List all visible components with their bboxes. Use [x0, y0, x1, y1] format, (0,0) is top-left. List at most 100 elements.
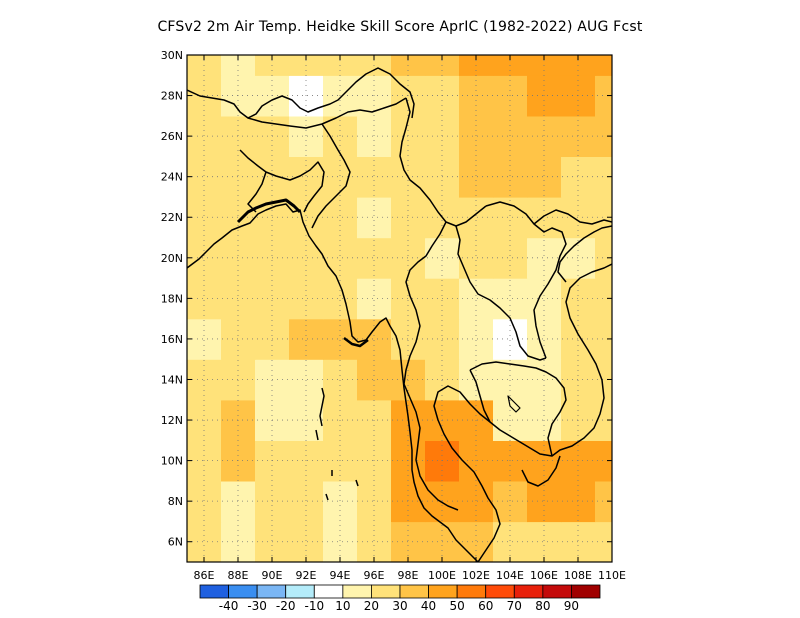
- colorbar-swatch: [456, 584, 487, 599]
- lon-tick-label: 100E: [428, 569, 456, 582]
- andaman-islands: [315, 387, 359, 501]
- heatmap-cell: [459, 318, 494, 360]
- lon-tick-label: 86E: [194, 569, 215, 582]
- heatmap-cell: [561, 156, 596, 198]
- heatmap-cell: [289, 278, 324, 320]
- heatmap-cell: [595, 318, 612, 360]
- lat-tick-label: 22N: [161, 211, 183, 224]
- lon-tick-label: 98E: [398, 569, 419, 582]
- colorbar-swatch: [399, 584, 429, 599]
- longitude-axis: 86E 88E 90E 92E 94E 96E 98E 100E 102E 104E 106E 108…: [194, 55, 626, 582]
- lat-tick-label: 30N: [161, 49, 183, 62]
- colorbar-swatch: [342, 584, 372, 599]
- lat-tick-label: 18N: [161, 292, 183, 305]
- lon-tick-label: 88E: [228, 569, 249, 582]
- heatmap-cell: [595, 440, 612, 482]
- colorbar-swatch: [485, 584, 515, 599]
- colorbar-swatch: [256, 584, 287, 599]
- heatmap-cell: [595, 55, 612, 76]
- lat-lon-gridlines: [187, 55, 612, 562]
- lon-tick-label: 92E: [296, 569, 317, 582]
- coastline-gulf-of-thailand: [433, 263, 612, 562]
- coastline-mekong-delta: [521, 455, 561, 487]
- lon-tick-label: 110E: [598, 569, 626, 582]
- colorbar-swatch: [542, 584, 572, 599]
- heatmap-cell: [221, 237, 256, 279]
- heatmap-cell: [221, 156, 256, 198]
- lat-tick-label: 12N: [161, 414, 183, 427]
- colorbar-label: 10: [335, 599, 350, 613]
- lat-tick-label: 24N: [161, 171, 183, 184]
- heatmap-cell: [221, 359, 256, 401]
- heatmap-cell: [595, 359, 612, 401]
- heatmap-cell: [459, 237, 494, 279]
- heatmap-cell: [595, 399, 612, 441]
- heatmap-cell: [561, 197, 596, 239]
- heatmap-cell: [595, 156, 612, 198]
- chart-title: CFSv2 2m Air Temp. Heidke Skill Score Ap…: [157, 19, 643, 35]
- colorbar-label: -30: [247, 599, 267, 613]
- heatmap-cell: [289, 237, 324, 279]
- colorbar-label: -10: [304, 599, 324, 613]
- tonle-sap-lake: [507, 395, 521, 413]
- colorbar-swatch: [428, 584, 458, 599]
- heatmap-cell: [289, 318, 324, 360]
- lat-tick-label: 8N: [168, 495, 183, 508]
- colorbar-label: 20: [364, 599, 379, 613]
- lon-tick-label: 94E: [330, 569, 351, 582]
- colorbar-swatch: [371, 584, 401, 599]
- lat-tick-label: 28N: [161, 90, 183, 103]
- heatmap-cell: [595, 521, 612, 562]
- lon-tick-label: 102E: [462, 569, 490, 582]
- lat-tick-label: 26N: [161, 130, 183, 143]
- heatmap-cell: [323, 359, 358, 401]
- lon-tick-label: 108E: [564, 569, 592, 582]
- heatmap-cell: [289, 521, 324, 562]
- border-northeast-india: [247, 97, 407, 129]
- border-thailand-malaysia: [403, 383, 459, 511]
- colorbar-label: 50: [449, 599, 464, 613]
- colorbar-label: 90: [564, 599, 579, 613]
- plot-frame: [186, 54, 613, 563]
- lat-tick-label: 20N: [161, 252, 183, 265]
- heatmap-cell: [561, 359, 596, 401]
- heatmap-cell: [323, 237, 358, 279]
- latitude-axis: 6N 8N 10N 12N 14N 16N 18N 20N 22N 24N 26N 28N 30N: [161, 49, 612, 549]
- border-cambodia: [469, 361, 567, 457]
- heatmap-cell: [391, 521, 426, 562]
- heatmap-cell: [391, 197, 426, 239]
- border-laos-thailand: [455, 225, 547, 361]
- heatmap-cell: [289, 197, 324, 239]
- colorbar-label: 70: [507, 599, 522, 613]
- coastline-bay-of-bengal-north: [187, 203, 479, 562]
- colorbar-label: 30: [392, 599, 407, 613]
- heatmap-cell: [459, 521, 494, 562]
- colorbar-label: 40: [421, 599, 436, 613]
- lon-tick-label: 104E: [496, 569, 524, 582]
- border-laos: [485, 201, 567, 359]
- heatmap-cell: [391, 237, 426, 279]
- border-myanmar-thailand: [403, 221, 447, 385]
- lat-tick-label: 16N: [161, 333, 183, 346]
- border-myanmar-china: [399, 97, 487, 227]
- heatmap-cell: [595, 75, 612, 117]
- colorbar-swatch: [228, 584, 258, 599]
- heatmap-cell: [595, 115, 612, 157]
- heatmap-cell: [221, 318, 256, 360]
- lon-tick-label: 96E: [364, 569, 385, 582]
- heatmap-cell: [595, 278, 612, 320]
- heatmap-cell: [595, 480, 612, 523]
- lon-tick-label: 106E: [530, 569, 558, 582]
- lon-tick-label: 90E: [262, 569, 283, 582]
- coastlines-borders: [187, 67, 612, 562]
- lat-tick-label: 14N: [161, 373, 183, 386]
- heatmap-cell: [459, 197, 494, 239]
- coastline-irrawaddy-delta: [343, 337, 369, 348]
- colorbar-swatch: [571, 584, 601, 599]
- colorbar-label: -20: [276, 599, 296, 613]
- colorbar-label: -40: [219, 599, 239, 613]
- heatmap-cell: [595, 197, 612, 239]
- colorbar-swatch: [285, 584, 315, 599]
- heatmap-cell: [391, 278, 426, 320]
